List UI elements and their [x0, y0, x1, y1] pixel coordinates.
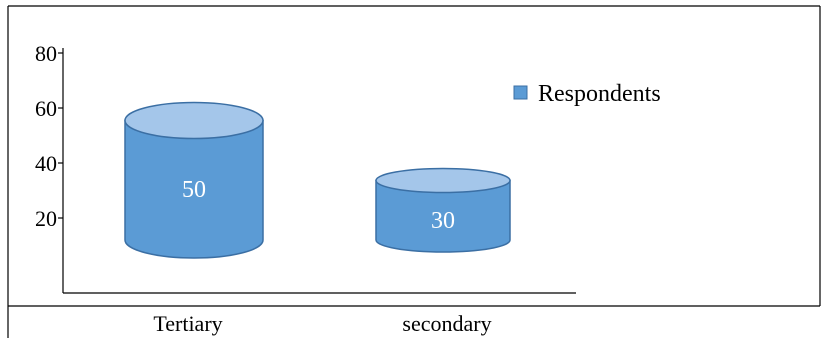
y-tick-label: 60 [35, 96, 57, 121]
legend-label: Respondents [538, 81, 661, 107]
data-label: 30 [431, 208, 455, 234]
x-category-label: secondary [402, 311, 491, 336]
bar-tertiary: 50 [124, 101, 264, 259]
category-labels: Tertiary secondary [153, 311, 491, 336]
x-category-label: Tertiary [153, 311, 222, 336]
bar-top [124, 101, 264, 140]
y-tick-label: 20 [35, 206, 57, 231]
bars: 50 30 [124, 101, 511, 259]
bar-body [375, 179, 511, 253]
y-tick-label: 80 [35, 41, 57, 66]
y-ticks: 20 40 60 80 [35, 41, 63, 231]
legend-swatch [513, 85, 528, 100]
data-label: 50 [182, 177, 206, 203]
bar-secondary: 30 [375, 167, 511, 253]
bar-body [124, 119, 264, 259]
y-tick-label: 40 [35, 151, 57, 176]
legend: Respondents [513, 81, 661, 107]
bar-top [375, 167, 511, 194]
